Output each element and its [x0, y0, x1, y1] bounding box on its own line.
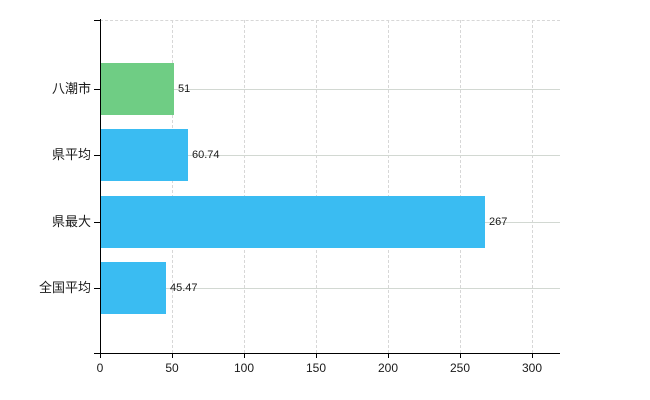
y-axis-line [100, 19, 101, 358]
bar [101, 195, 485, 248]
bar-value-label: 60.74 [192, 149, 220, 161]
x-axis-tick [244, 353, 245, 358]
bar [101, 262, 166, 314]
y-axis-tick [94, 288, 100, 289]
x-tick-label: 200 [377, 361, 399, 375]
vertical-gridline [388, 20, 389, 353]
vertical-gridline [460, 20, 461, 353]
horizontal-gridline [100, 155, 560, 156]
vertical-gridline [244, 20, 245, 353]
category-label: 八潮市 [51, 80, 91, 96]
category-label: 全国平均 [38, 280, 91, 295]
x-tick-label: 150 [305, 361, 327, 375]
y-axis-tick [94, 221, 100, 223]
x-axis-tick [532, 353, 533, 358]
vertical-gridline [532, 20, 533, 353]
y-axis-tick [94, 88, 100, 90]
y-axis-tick [94, 155, 100, 156]
vertical-gridline [172, 20, 173, 353]
bar-value-label: 45.47 [170, 282, 198, 294]
x-tick-label: 100 [233, 361, 255, 375]
bar [101, 62, 174, 115]
x-axis-tick [172, 353, 173, 358]
category-label: 県最大 [51, 213, 91, 229]
x-axis-tick [388, 353, 389, 358]
x-axis-tick [316, 353, 317, 358]
category-label: 県平均 [51, 147, 91, 162]
x-axis-line [94, 353, 560, 354]
x-tick-label: 250 [449, 361, 471, 375]
x-tick-label: 50 [165, 361, 179, 375]
plot-top-gridline [100, 20, 560, 21]
x-tick-label: 300 [521, 361, 543, 375]
horizontal-gridline [100, 288, 560, 289]
bar-value-label: 51 [178, 82, 191, 95]
x-axis-tick [460, 353, 461, 358]
x-axis-tick [100, 353, 101, 358]
bar-value-label: 267 [489, 215, 508, 228]
bar [101, 129, 188, 181]
y-axis-tick [94, 20, 100, 21]
horizontal-gridline [100, 88, 560, 90]
x-tick-label: 0 [96, 361, 104, 375]
vertical-gridline [316, 20, 317, 353]
